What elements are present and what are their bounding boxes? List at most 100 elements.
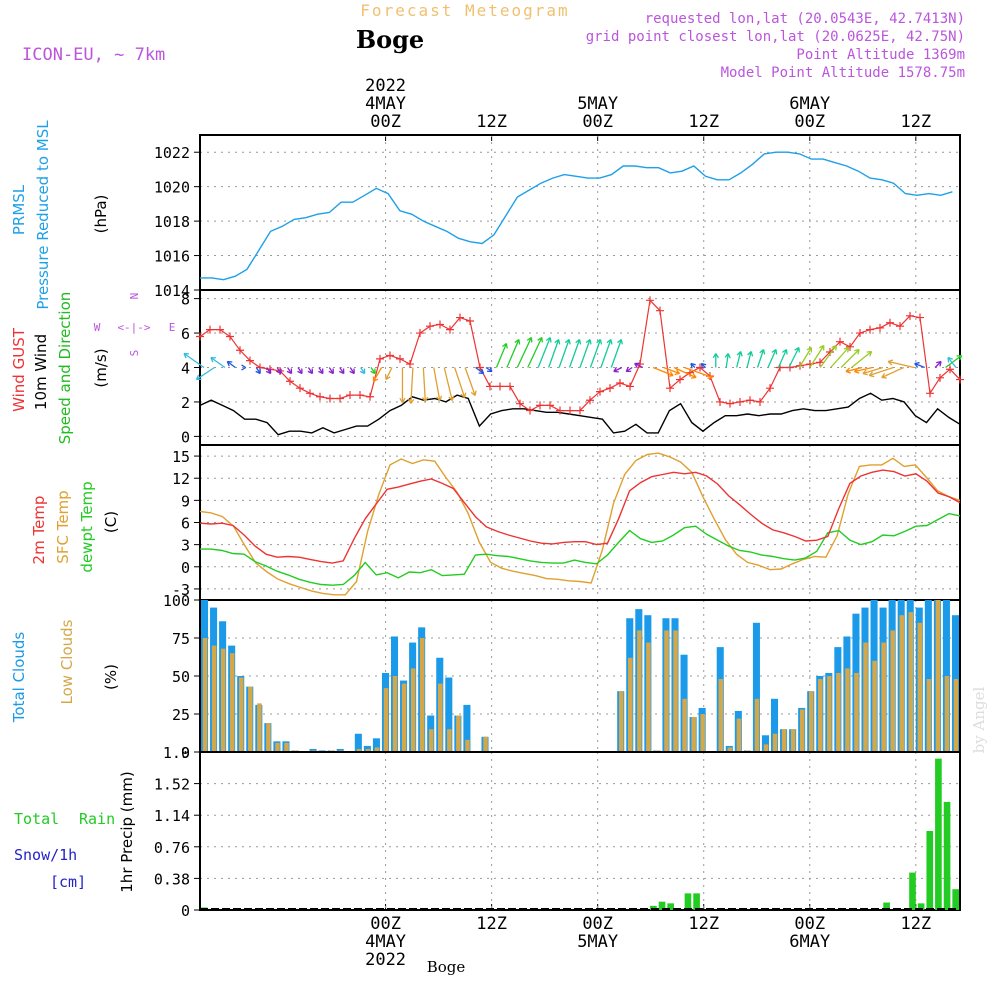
wind-direction-arrowhead	[862, 369, 868, 376]
wind-direction-arrow	[410, 367, 414, 404]
gust-marker	[196, 332, 204, 341]
low-cloud-bar	[953, 679, 959, 752]
time-label-top: 4MAY	[365, 94, 406, 114]
gust-marker	[926, 389, 934, 398]
low-cloud-bar	[881, 642, 886, 752]
rain-bar	[926, 831, 934, 910]
temp-ylabel: (C)	[102, 511, 120, 533]
clouds-panel: Total Clouds Low Clouds (%)	[10, 619, 120, 723]
precip-panel: Total Rain Snow/1h [cm] 1hr Precip (mm)	[14, 771, 136, 892]
low-cloud-bar	[691, 717, 696, 752]
time-label-bottom: 6MAY	[789, 932, 830, 952]
gust-marker	[916, 313, 924, 322]
time-label-bottom: 00Z	[370, 914, 401, 934]
gust-marker	[516, 399, 524, 408]
gust-marker	[346, 391, 354, 400]
gust-marker	[566, 406, 574, 415]
total-cloud-bar	[761, 735, 769, 752]
wind-direction-arrowhead	[370, 368, 376, 375]
time-label-top: 00Z	[794, 112, 825, 132]
wind-direction-arrowhead	[596, 338, 603, 345]
pressure-ytick-label: 1016	[154, 248, 190, 266]
low-cloud-bar	[763, 744, 769, 752]
time-label-top: 6MAY	[789, 94, 830, 114]
total-cloud-bar	[771, 698, 779, 752]
temperature-ytick-label: 6	[181, 515, 190, 533]
gust-marker	[496, 382, 504, 391]
low-cloud-bar	[863, 642, 868, 752]
gust-marker	[486, 382, 494, 391]
precip-snow-unit: [cm]	[50, 873, 86, 891]
total-cloud-bar	[445, 677, 453, 752]
wind-10m-label: 10m Wind	[32, 334, 50, 410]
wind-direction-arrowhead	[502, 342, 508, 349]
low-cloud-bar	[438, 683, 443, 752]
gust-marker	[436, 320, 444, 329]
gust-marker	[536, 401, 544, 410]
wind-direction-arrowhead	[819, 344, 825, 351]
time-label-bottom: 12Z	[900, 914, 931, 934]
wind-direction-arrow	[613, 366, 623, 373]
rain-bar	[658, 901, 666, 910]
precip-ytick-label: 0.76	[154, 839, 190, 857]
wind-direction-arrowhead	[613, 366, 619, 373]
wind-direction-arrowhead	[372, 376, 379, 383]
precip-frame	[199, 751, 961, 911]
gust-marker	[896, 322, 904, 331]
wind-direction-arrowhead	[226, 360, 233, 367]
wind-direction-arrowhead	[707, 373, 713, 380]
wind-direction-arrow	[663, 366, 680, 375]
gust-marker	[876, 323, 884, 332]
low-cloud-bar	[275, 742, 280, 752]
wind-direction-arrow	[506, 339, 520, 368]
wind-panel: Wind GUST 10m Wind Speed and Direction (…	[10, 292, 175, 445]
time-label-bottom: 5MAY	[577, 932, 618, 952]
low-cloud-bar	[718, 679, 724, 752]
plot-layer: 1014 1016 1018 1020 1022 0 2 4 6 8 -3 0 3 6 9 12 15 0 25 50…	[154, 134, 964, 920]
wind-direction-arrow	[840, 349, 860, 368]
model-label: ICON-EU, ~ 7km	[22, 45, 165, 65]
gust-marker	[666, 384, 674, 393]
wind-ylabel: (m/s)	[92, 348, 110, 387]
temperature-ytick-label: 12	[172, 470, 190, 488]
wind-direction-arrow	[652, 366, 674, 377]
gust-marker	[426, 322, 434, 331]
wind-direction-arrowhead	[771, 348, 778, 355]
low-cloud-bar	[809, 691, 814, 752]
wind-direction-arrow	[869, 366, 894, 377]
wind-ytick-label: 2	[181, 394, 190, 412]
pressure-label-prmsl: PRMSL	[10, 184, 28, 235]
wind-direction-arrowhead	[914, 362, 920, 368]
wind-direction-arrowhead	[478, 368, 485, 375]
gust-marker	[606, 384, 614, 393]
gust-marker	[366, 392, 374, 401]
wind-direction-arrowhead	[617, 338, 623, 345]
precip-ylabel: 1hr Precip (mm)	[118, 771, 136, 892]
wind-speed-line	[199, 392, 961, 436]
pressure-ylabel: (hPa)	[92, 195, 110, 234]
wind-direction-arrow	[433, 367, 441, 401]
rain-bar	[693, 893, 700, 910]
model-altitude: Model Point Altitude 1578.75m	[721, 65, 965, 81]
sfc-temp-line	[199, 452, 961, 596]
wind-direction-arrowhead	[435, 395, 443, 401]
wind-direction-arrow	[673, 366, 697, 379]
precip-total-label: Total	[14, 810, 59, 828]
gust-marker	[296, 384, 304, 393]
wind-direction-arrow	[634, 362, 643, 369]
wind-direction-arrow	[684, 366, 713, 379]
low-cloud-bar	[736, 718, 742, 752]
wind-direction-arrow	[226, 360, 236, 369]
wind-direction-arrow	[851, 350, 872, 369]
wind-direction-arrow	[537, 337, 551, 368]
total-cloud-bar	[463, 704, 471, 752]
wind-direction-arrowhead	[470, 390, 477, 397]
pressure-label-long: Pressure Reduced to MSL	[34, 120, 52, 310]
gust-marker	[406, 360, 414, 369]
total-cloud-bar	[752, 622, 760, 752]
pressure-ytick-label: 1022	[154, 144, 190, 162]
precip-ytick-label: 0	[181, 902, 190, 920]
gust-marker	[596, 387, 604, 396]
low-clouds-label: Low Clouds	[58, 619, 76, 704]
footer-location: Boge	[427, 958, 466, 976]
